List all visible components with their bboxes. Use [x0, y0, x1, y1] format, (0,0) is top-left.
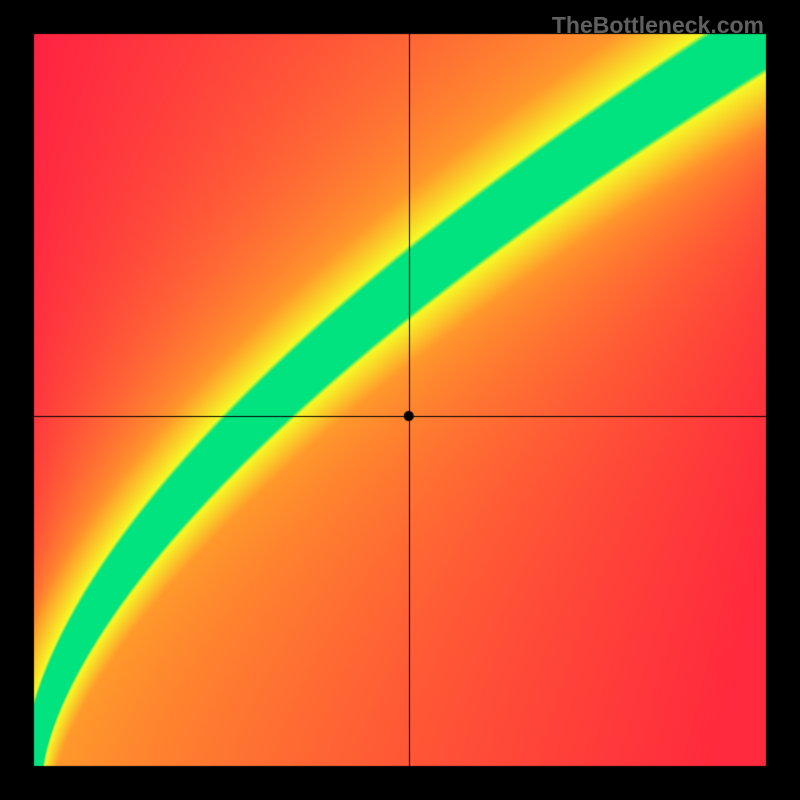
- bottleneck-heatmap: [0, 0, 800, 800]
- watermark-text: TheBottleneck.com: [552, 12, 764, 39]
- chart-container: TheBottleneck.com: [0, 0, 800, 800]
